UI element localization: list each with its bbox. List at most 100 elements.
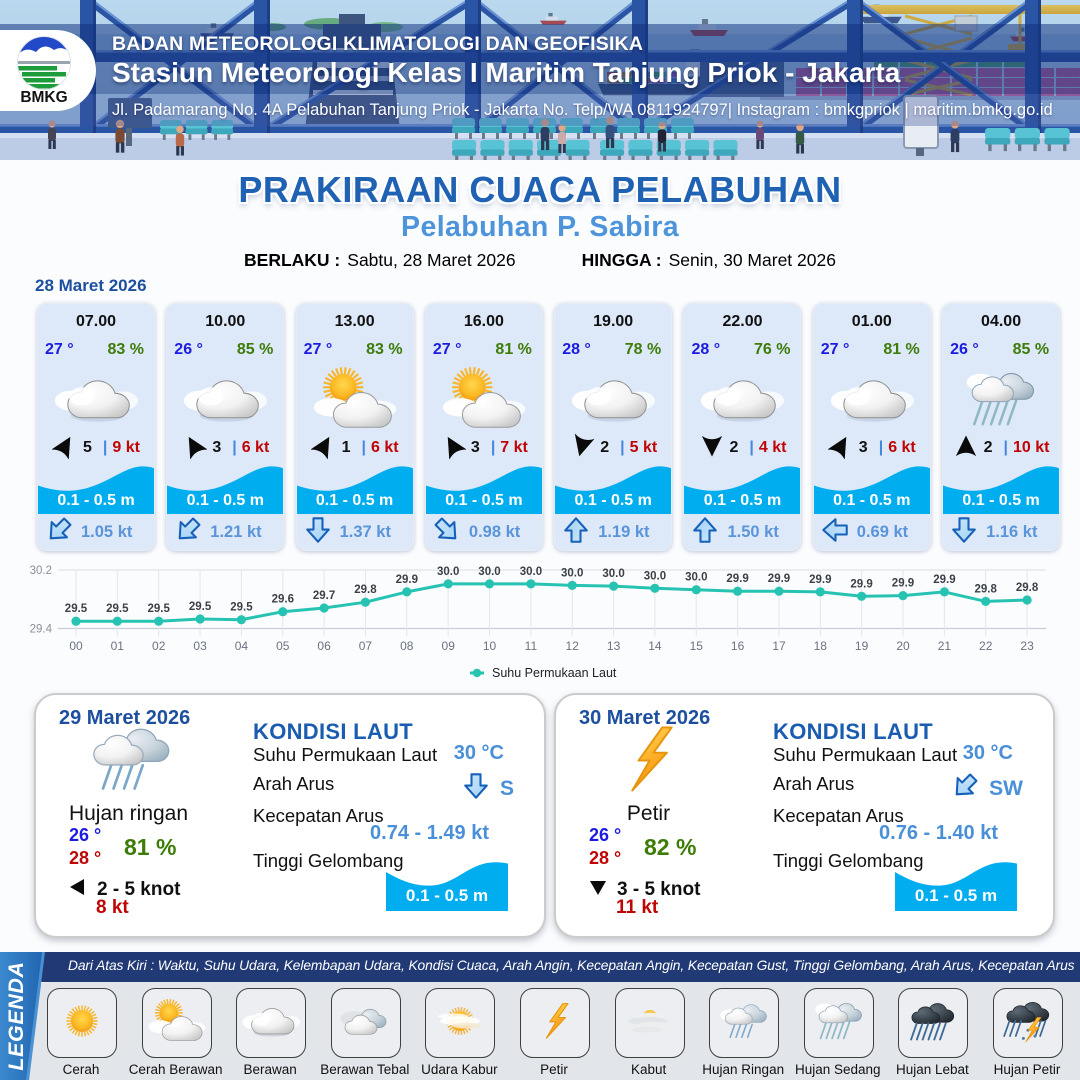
svg-text:18: 18 [814,639,828,653]
panel-wind-row: 3 - 5 knot [586,875,700,905]
card-temp-row: 27 ° 81 % [433,341,532,359]
legend-item-label: Berawan Tebal [320,1062,410,1077]
current-speed-value: 0.76 - 1.40 kt [879,822,998,844]
legend-item-box[interactable] [330,988,401,1058]
wind-dart-icon [309,436,329,460]
card-wind-row: 3 | 6 kt [167,435,283,461]
weather-icon-slot [54,366,138,432]
svg-text:02: 02 [152,639,166,653]
wave-height: 0.1 - 0.5 m [445,492,523,509]
wave-height: 0.1 - 0.5 m [186,492,264,509]
card-time: 07.00 [75,313,117,330]
wind-separator: | [102,439,108,456]
forecast-card[interactable]: 13.00 27 ° 83 % 1 | 6 kt 0.1 - 0.5 m [295,303,414,551]
legend-item-box[interactable] [425,988,496,1058]
wind-speed: 3 [858,439,868,456]
legend-item-box[interactable] [520,988,590,1058]
wind-separator: | [232,439,237,456]
petir-icon [545,1002,569,1039]
current-direction-name: S [499,776,514,800]
legend-item-box[interactable] [141,988,212,1058]
port-illustration: BMKG [0,0,1080,160]
current-arrow-icon [822,517,848,542]
forecast-card[interactable]: 19.00 28 ° 78 % 2 | 5 kt 0.1 - 0.5 m [554,303,673,551]
card-temperature: 28 ° [691,341,721,358]
svg-text:30.0: 30.0 [644,570,666,582]
wave-graphic [813,463,930,514]
legend-item-box[interactable] [803,988,874,1058]
wave-height-label: Tinggi Gelombang [253,850,404,871]
panel-temp-min: 26 ° [589,825,622,845]
forecast-card[interactable]: 10.00 26 ° 85 % 3 | 6 kt 0.1 - 0.5 m [166,303,285,551]
card-temperature: 26 ° [174,341,203,358]
card-wind-row: 2 | 10 kt [943,434,1059,461]
wind-speed: 2 [983,439,993,456]
current-arrow-icon [305,516,330,543]
card-temperature: 27 ° [432,341,462,358]
legend-item-label: Cerah [62,1062,100,1077]
forecast-card[interactable]: 22.00 28 ° 76 % 2 | 4 kt 0.1 - 0.5 m [683,303,802,551]
legend-item-box[interactable] [993,988,1063,1058]
current-speed: 1.37 kt [339,522,391,541]
forecast-card[interactable]: 01.00 27 ° 81 % 3 | 6 kt 0.1 - 0.5 m [812,303,931,551]
legend-item-label: Hujan Petir [993,1062,1061,1077]
svg-text:29.5: 29.5 [230,602,253,614]
valid-to-label: HINGGA : [581,250,662,270]
svg-text:16: 16 [731,639,745,653]
daily-forecast-panel[interactable]: 29 Maret 2026 Hujan ringan 26 ° 28 ° 81 … [34,693,546,938]
forecast-card[interactable]: 07.00 27 ° 83 % 5 | 9 kt 0.1 - 0.5 m [37,303,155,551]
hourly-cards-row: 07.00 27 ° 83 % 5 | 9 kt 0.1 - 0.5 m [37,303,1061,551]
card-humidity: 85 % [236,341,274,358]
legend-weather-icon-slot [999,998,1057,1049]
card-time: 04.00 [981,313,1022,330]
legend-item-box[interactable] [898,988,969,1058]
svg-text:29.8: 29.8 [975,583,998,595]
current-arrow-icon [178,517,201,539]
wind-direction-icon [309,433,337,464]
panel-current-direction-icon [950,771,980,806]
svg-text:Suhu Permukaan Laut: Suhu Permukaan Laut [492,666,617,680]
card-time: 16.00 [463,313,504,330]
wave-graphic [296,463,413,514]
station-address: Jl. Padamarang No. 4A Pelabuhan Tanjung … [112,101,1053,119]
current-arrow-icon [434,517,457,539]
svg-text:22: 22 [979,639,993,653]
berawan-icon [54,380,138,422]
svg-text:29.8: 29.8 [1016,582,1039,594]
udara-kabur-icon [438,1006,483,1035]
sst-chart: 30.2 29.4 29.5 00 29.5 01 29.5 02 29.5 03 29.5 04 29… [0,556,1080,686]
legend-item-box[interactable] [47,988,117,1058]
wind-gust: 6 kt [888,439,916,456]
card-temperature: 28 ° [562,341,591,358]
svg-text:29.9: 29.9 [768,573,790,585]
berawan-icon [701,380,785,422]
wind-gust: 4 kt [758,439,787,456]
svg-text:05: 05 [276,639,290,653]
wave-shape [167,466,284,514]
panel-wind-row: 2 - 5 knot [66,875,180,905]
panel-current-direction-icon [461,771,491,806]
card-current-row: 1.05 kt [44,517,152,546]
legend-item-box[interactable] [236,988,307,1058]
forecast-card[interactable]: 16.00 27 ° 81 % 3 | 7 kt 0.1 - 0.5 m [424,303,543,551]
current-direction-icon [303,515,333,550]
legend-item-label: Hujan Ringan [702,1062,785,1077]
card-temp-row: 28 ° 78 % [562,341,661,359]
legend-item-box[interactable] [709,988,780,1058]
svg-text:11: 11 [525,639,538,653]
daily-forecast-panel[interactable]: 30 Maret 2026 Petir 26 ° 28 ° 82 % 3 - 5… [554,693,1055,938]
wind-separator: | [878,439,884,456]
current-direction-name: SW [989,776,1023,800]
legend-ribbon [0,952,45,1080]
svg-text:12: 12 [566,639,580,653]
current-speed: 1.05 kt [81,522,133,541]
svg-text:23: 23 [1020,639,1034,653]
forecast-card[interactable]: 04.00 26 ° 85 % 2 | 10 kt 0.1 - 0.5 m [942,303,1061,551]
svg-text:17: 17 [772,639,786,653]
weather-icon-slot [830,366,914,432]
legend-item-box[interactable] [614,988,685,1058]
wind-separator: | [1003,439,1009,456]
sst-value: 30 °C [453,742,504,764]
card-humidity: 81 % [495,341,532,358]
cerah-berawan-icon [148,998,206,1041]
